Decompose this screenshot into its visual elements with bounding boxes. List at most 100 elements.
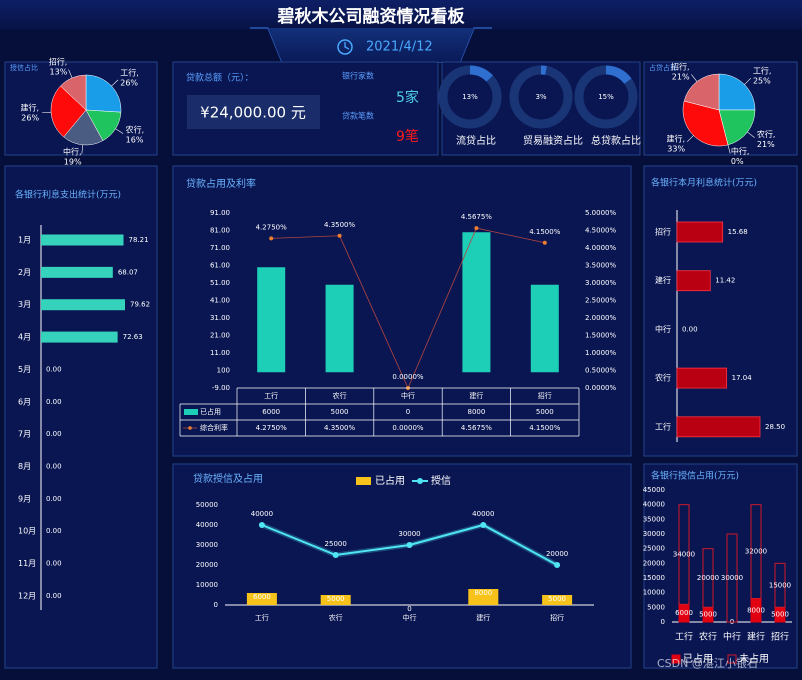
- pie-value-label: 26%: [120, 78, 138, 87]
- line-point: [406, 542, 413, 548]
- category-label: 4月: [18, 333, 31, 342]
- table-cell: 4.3500%: [324, 424, 355, 432]
- date: 2021/4/12: [366, 40, 433, 55]
- date-tab: [268, 28, 474, 62]
- category-label: 9月: [18, 494, 31, 503]
- x-tick-label: 招行: [538, 391, 552, 400]
- x-tick-label: 中行: [403, 613, 417, 622]
- segment-label: 5000: [771, 611, 789, 619]
- pie-value-label: 13%: [50, 67, 68, 76]
- y-tick-label: 10000: [643, 589, 665, 597]
- y-tick-label: 61.00: [210, 262, 230, 270]
- watermark: CSDN @湛江小银石: [657, 656, 758, 670]
- legend-swatch: [417, 478, 423, 484]
- pie-slice: [682, 100, 729, 147]
- y-tick-label: 30000: [643, 530, 665, 538]
- x-tick-label: 招行: [771, 631, 789, 643]
- legend-swatch: [727, 654, 737, 664]
- y-tick-label: 21.00: [210, 332, 230, 340]
- panel: [172, 463, 632, 669]
- bar-label: 6000: [253, 593, 271, 601]
- x-tick-label: 招行: [550, 613, 564, 622]
- leader-line: [747, 131, 755, 138]
- table-cell: 5000: [536, 408, 554, 416]
- y-tick-label: 15000: [643, 574, 665, 582]
- value-label: 0.00: [682, 325, 698, 333]
- bar: [676, 270, 711, 292]
- chart-title: 各银行利息支出统计(万元): [15, 189, 121, 201]
- line-point: [554, 562, 561, 568]
- category-label: 7月: [18, 430, 31, 439]
- bar: [257, 267, 286, 373]
- pie-value-label: 21%: [757, 140, 775, 149]
- category-label: 招行: [655, 227, 671, 237]
- x-tick-label: 工行: [264, 391, 278, 400]
- x-tick-label: 工行: [675, 631, 693, 643]
- legend-label: 已占用: [375, 474, 405, 487]
- bar-segment: [750, 504, 762, 600]
- header-band: [0, 0, 802, 30]
- donut-value-label: 15%: [598, 93, 614, 101]
- donut-label: 流贷占比: [456, 134, 496, 147]
- kpi-box: [187, 95, 320, 129]
- page-title: 碧秋木公司融资情况看板: [277, 6, 466, 27]
- bar: [320, 595, 351, 605]
- point-label: 25000: [325, 540, 347, 548]
- value-label: 0.00: [46, 527, 62, 535]
- panel: [4, 165, 158, 669]
- pie-value-label: 25%: [753, 77, 771, 86]
- y2-tick-label: 1.5000%: [585, 332, 616, 340]
- table-cell: 4.5675%: [461, 424, 492, 432]
- y-tick-label: 51.00: [210, 279, 230, 287]
- pie-label: 建行,: [21, 102, 40, 112]
- leader-line: [81, 144, 84, 154]
- x-tick-label: 农行: [699, 631, 717, 643]
- y-tick-label: 0: [661, 618, 665, 626]
- segment-label: 20000: [697, 574, 719, 582]
- y-tick-label: 100: [217, 367, 230, 375]
- y2-tick-label: 2.0000%: [585, 314, 616, 322]
- line-point: [337, 233, 342, 238]
- chart-title: 占贷占比: [649, 63, 677, 72]
- segment-label: 5000: [699, 611, 717, 619]
- point-label: 20000: [546, 550, 568, 558]
- kpi-value: 9笔: [396, 129, 419, 145]
- chart-title: 贷款占用及利率: [186, 177, 256, 190]
- pie-value-label: 33%: [667, 144, 685, 153]
- point-label: 0.0000%: [392, 373, 423, 381]
- pie-label: 中行,: [63, 146, 82, 156]
- value-label: 17.04: [732, 374, 753, 382]
- pie-value-label: 16%: [126, 136, 144, 145]
- category-label: 6月: [18, 397, 31, 406]
- table-cell: 0.0000%: [392, 424, 423, 432]
- y-tick-label: 25000: [643, 545, 665, 553]
- bar: [530, 284, 559, 373]
- value-label: 0.00: [46, 365, 62, 373]
- legend-label: 综合利率: [200, 423, 228, 432]
- panel: [172, 165, 632, 457]
- donut-arc: [469, 65, 493, 82]
- y-tick-label: 71.00: [210, 244, 230, 252]
- point-label: 4.3500%: [324, 221, 355, 229]
- bar-label: 8000: [474, 589, 492, 597]
- pie-label: 建行,: [667, 133, 686, 143]
- point-label: 30000: [398, 530, 420, 538]
- y2-tick-label: 1.0000%: [585, 349, 616, 357]
- y-tick-label: 40000: [643, 501, 665, 509]
- y-tick-label: 20000: [643, 559, 665, 567]
- panel: [643, 463, 798, 669]
- category-label: 11月: [18, 559, 36, 568]
- pie-label: 招行,: [671, 62, 690, 72]
- point-label: 4.1500%: [529, 228, 560, 236]
- kpi-value: 5家: [396, 89, 419, 106]
- chart-title: 贷款授信及占用: [193, 472, 263, 485]
- legend-label: 已占用: [683, 652, 713, 665]
- kpi-label: 银行家数: [342, 71, 374, 81]
- x-tick-label: 中行: [401, 391, 415, 400]
- pie-value-label: 21%: [672, 73, 690, 82]
- chart-title: 各银行授信占用(万元): [651, 470, 739, 482]
- leader-line: [691, 74, 698, 82]
- donut-label: 总贷款占比: [591, 134, 641, 147]
- category-label: 8月: [18, 462, 31, 471]
- bar: [325, 284, 354, 373]
